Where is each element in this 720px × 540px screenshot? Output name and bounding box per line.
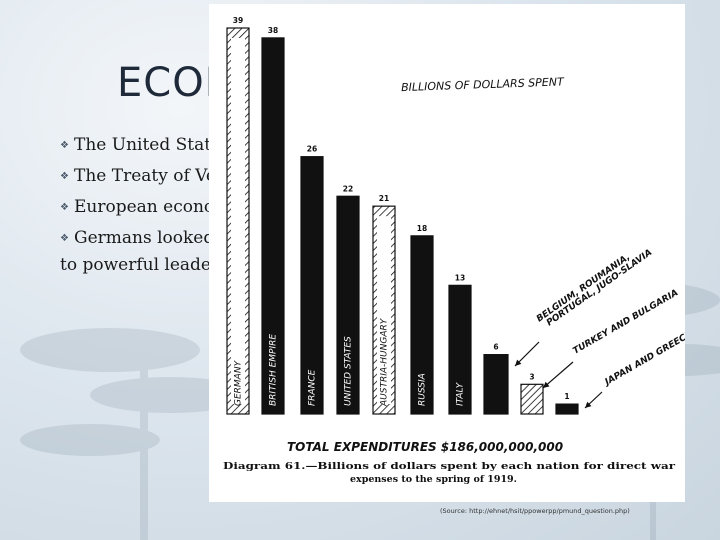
bar-value-label: 13 (455, 273, 465, 282)
annotation-label: JAPAN AND GREECE (602, 329, 685, 388)
bullet-item: ❖ European econom (60, 192, 260, 223)
arrow-head-icon (585, 401, 592, 408)
bar-category-label: AUSTRIA-HUNGARY (380, 317, 390, 407)
annotation-label: BELGIUM, ROUMANIA, (535, 252, 632, 324)
bar-japan-and-greece (555, 403, 579, 415)
war-expenditure-bar-chart: BILLIONS OF DOLLARS SPENT 39 GERMANY 38 BRI… (223, 16, 685, 485)
bullet-continuation: to powerful leaders (60, 255, 228, 275)
bar-label-backdrop (377, 216, 391, 404)
arrow-head-icon (515, 359, 522, 366)
source-citation: (Source: http://ehnet/hsit/ppowerpp/pmun… (440, 507, 630, 515)
diamond-bullet-icon: ❖ (60, 202, 69, 213)
chart-image: BILLIONS OF DOLLARS SPENT 39 GERMANY 38 BRI… (209, 4, 685, 502)
bar-british-empire (261, 37, 285, 415)
bar-russia (410, 235, 434, 415)
bar-france (300, 156, 324, 415)
chart-title: BILLIONS OF DOLLARS SPENT (401, 75, 565, 94)
bar-category-label: RUSSIA (418, 373, 428, 406)
bar-category-label: UNITED STATES (344, 336, 354, 406)
bullet-item: ❖ The Treaty of Ver (60, 161, 260, 192)
bar-label-backdrop (231, 38, 245, 404)
bullet-item: ❖ The United States (60, 130, 260, 161)
bar-value-label: 3 (529, 372, 534, 381)
arrow-head-icon (543, 381, 550, 388)
bar-turkey-and-bulgaria (520, 383, 544, 415)
bullet-text: Germans looked t (74, 228, 227, 248)
chart-caption-line2: expenses to the spring of 1919. (350, 474, 517, 485)
bar-italy (448, 284, 472, 415)
bar-value-label: 22 (343, 184, 353, 193)
bar-belgium-roumania-portugal-jugo-slavia (483, 354, 509, 415)
bullet-text: The United States (74, 135, 230, 155)
diamond-bullet-icon: ❖ (60, 233, 69, 244)
bar-value-label: 6 (493, 343, 498, 352)
chart-caption-line1: Diagram 61.—Billions of dollars spent by… (223, 461, 676, 472)
bullet-text: European econom (74, 197, 231, 217)
chart-total: TOTAL EXPENDITURES $186,000,000,000 (287, 440, 563, 454)
diamond-bullet-icon: ❖ (60, 140, 69, 151)
bullet-list: ❖ The United States ❖ The Treaty of Ver … (60, 130, 260, 278)
bullet-item: ❖ Germans looked t (60, 223, 260, 254)
bar-united-states (336, 195, 360, 415)
bar-value-label: 39 (233, 16, 243, 25)
bar-value-label: 18 (417, 224, 427, 233)
bar-value-label: 1 (564, 392, 569, 401)
bar-value-label: 26 (307, 145, 317, 154)
bar-category-label: FRANCE (308, 369, 318, 406)
bar-value-label: 21 (379, 194, 389, 203)
diamond-bullet-icon: ❖ (60, 171, 69, 182)
bar-category-label: ITALY (456, 381, 466, 406)
bar-value-label: 38 (268, 26, 278, 35)
bar-category-label: GERMANY (234, 359, 244, 406)
annotation-arrow (542, 361, 574, 389)
bar-category-label: BRITISH EMPIRE (269, 334, 279, 406)
bullet-text: The Treaty of Ver (74, 166, 225, 186)
